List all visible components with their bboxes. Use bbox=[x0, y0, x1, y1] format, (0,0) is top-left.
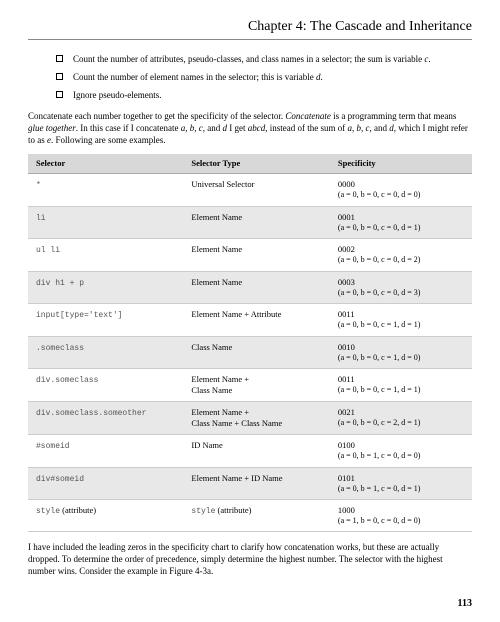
cell-selector: div.someclass bbox=[28, 368, 183, 401]
bullet-item: Count the number of attributes, pseudo-c… bbox=[56, 54, 472, 66]
bullet-box-icon bbox=[56, 91, 63, 98]
cell-selector: style (attribute) bbox=[28, 500, 183, 532]
cell-specificity: 0003(a = 0, b = 0, c = 0, d = 3) bbox=[330, 271, 472, 303]
cell-selector: ul li bbox=[28, 239, 183, 271]
specificity-table: Selector Selector Type Specificity *Univ… bbox=[28, 154, 472, 532]
table-row: div.someclassElement Name +Class Name001… bbox=[28, 368, 472, 401]
cell-selector: * bbox=[28, 174, 183, 206]
cell-specificity: 0100(a = 0, b = 1, c = 0, d = 0) bbox=[330, 435, 472, 467]
bullet-text: Count the number of attributes, pseudo-c… bbox=[73, 54, 472, 66]
cell-type: Universal Selector bbox=[183, 174, 330, 206]
table-row: div#someidElement Name + ID Name0101(a =… bbox=[28, 467, 472, 499]
bullet-item: Ignore pseudo-elements. bbox=[56, 90, 472, 102]
cell-type: Class Name bbox=[183, 336, 330, 368]
cell-specificity: 1000(a = 1, b = 0, c = 0, d = 0) bbox=[330, 500, 472, 532]
bullet-item: Count the number of element names in the… bbox=[56, 72, 472, 84]
cell-specificity: 0001(a = 0, b = 0, c = 0, d = 1) bbox=[330, 206, 472, 238]
chapter-title: Chapter 4: The Cascade and Inheritance bbox=[28, 18, 472, 40]
cell-type: Element Name + ID Name bbox=[183, 467, 330, 499]
bullet-list: Count the number of attributes, pseudo-c… bbox=[56, 54, 472, 101]
cell-type: Element Name +Class Name + Class Name bbox=[183, 402, 330, 435]
cell-specificity: 0101(a = 0, b = 1, c = 0, d = 1) bbox=[330, 467, 472, 499]
table-row: liElement Name0001(a = 0, b = 0, c = 0, … bbox=[28, 206, 472, 238]
table-row: *Universal Selector0000(a = 0, b = 0, c … bbox=[28, 174, 472, 206]
table-row: .someclassClass Name0010(a = 0, b = 0, c… bbox=[28, 336, 472, 368]
cell-specificity: 0011(a = 0, b = 0, c = 1, d = 1) bbox=[330, 304, 472, 336]
cell-selector: div#someid bbox=[28, 467, 183, 499]
table-row: style (attribute)style (attribute)1000(a… bbox=[28, 500, 472, 532]
cell-type: Element Name bbox=[183, 239, 330, 271]
th-type: Selector Type bbox=[183, 154, 330, 174]
table-row: input[type='text']Element Name + Attribu… bbox=[28, 304, 472, 336]
cell-type: Element Name +Class Name bbox=[183, 368, 330, 401]
cell-selector: li bbox=[28, 206, 183, 238]
table-row: div h1 + pElement Name0003(a = 0, b = 0,… bbox=[28, 271, 472, 303]
cell-type: style (attribute) bbox=[183, 500, 330, 532]
cell-selector: #someid bbox=[28, 435, 183, 467]
page-number: 113 bbox=[458, 597, 472, 610]
cell-specificity: 0000(a = 0, b = 0, c = 0, d = 0) bbox=[330, 174, 472, 206]
table-row: div.someclass.someotherElement Name +Cla… bbox=[28, 402, 472, 435]
bullet-text: Ignore pseudo-elements. bbox=[73, 90, 472, 102]
closing-paragraph: I have included the leading zeros in the… bbox=[28, 542, 472, 577]
bullet-box-icon bbox=[56, 73, 63, 80]
cell-specificity: 0021(a = 0, b = 0, c = 2, d = 1) bbox=[330, 402, 472, 435]
cell-selector: div.someclass.someother bbox=[28, 402, 183, 435]
cell-specificity: 0010(a = 0, b = 0, c = 1, d = 0) bbox=[330, 336, 472, 368]
cell-type: Element Name bbox=[183, 271, 330, 303]
table-row: #someidID Name0100(a = 0, b = 1, c = 0, … bbox=[28, 435, 472, 467]
intro-paragraph: Concatenate each number together to get … bbox=[28, 111, 472, 146]
cell-type: Element Name + Attribute bbox=[183, 304, 330, 336]
cell-specificity: 0011(a = 0, b = 0, c = 1, d = 1) bbox=[330, 368, 472, 401]
cell-specificity: 0002(a = 0, b = 0, c = 0, d = 2) bbox=[330, 239, 472, 271]
th-selector: Selector bbox=[28, 154, 183, 174]
table-row: ul liElement Name0002(a = 0, b = 0, c = … bbox=[28, 239, 472, 271]
th-specificity: Specificity bbox=[330, 154, 472, 174]
cell-type: Element Name bbox=[183, 206, 330, 238]
cell-selector: input[type='text'] bbox=[28, 304, 183, 336]
bullet-box-icon bbox=[56, 55, 63, 62]
cell-type: ID Name bbox=[183, 435, 330, 467]
cell-selector: .someclass bbox=[28, 336, 183, 368]
cell-selector: div h1 + p bbox=[28, 271, 183, 303]
bullet-text: Count the number of element names in the… bbox=[73, 72, 472, 84]
